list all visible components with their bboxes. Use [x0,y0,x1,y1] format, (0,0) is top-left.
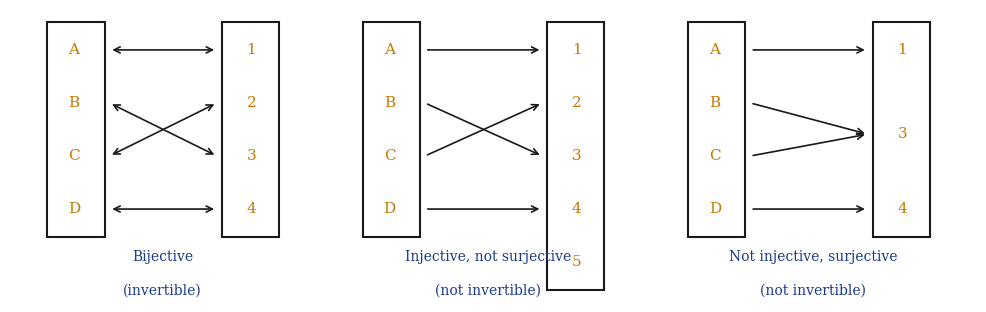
Text: (invertible): (invertible) [123,284,202,298]
Text: B: B [709,96,721,110]
Text: C: C [68,149,80,163]
Text: Not injective, surjective: Not injective, surjective [730,250,897,264]
Text: 2: 2 [572,96,582,110]
Text: (not invertible): (not invertible) [760,284,867,298]
Bar [547,22,604,290]
Text: A: A [384,43,395,57]
Bar [222,22,279,237]
Text: 4: 4 [897,202,907,216]
Bar [873,22,930,237]
Text: D: D [68,202,80,216]
Text: C: C [384,149,395,163]
Text: Injective, not surjective: Injective, not surjective [405,250,571,264]
Text: 1: 1 [246,43,256,57]
Bar [47,22,105,237]
Text: 2: 2 [246,96,256,110]
Text: 1: 1 [572,43,582,57]
Text: C: C [709,149,721,163]
Text: 1: 1 [897,43,907,57]
Text: B: B [68,96,80,110]
Text: 5: 5 [572,255,582,269]
Text: B: B [384,96,395,110]
Bar [688,22,745,237]
Text: 3: 3 [572,149,582,163]
Text: (not invertible): (not invertible) [435,284,541,298]
Text: 4: 4 [572,202,582,216]
Text: Bijective: Bijective [132,250,193,264]
Text: 3: 3 [897,127,907,141]
Text: 3: 3 [246,149,256,163]
Text: 4: 4 [246,202,256,216]
Text: D: D [384,202,395,216]
Bar [363,22,420,237]
Text: A: A [709,43,721,57]
Text: D: D [709,202,721,216]
Text: A: A [68,43,80,57]
